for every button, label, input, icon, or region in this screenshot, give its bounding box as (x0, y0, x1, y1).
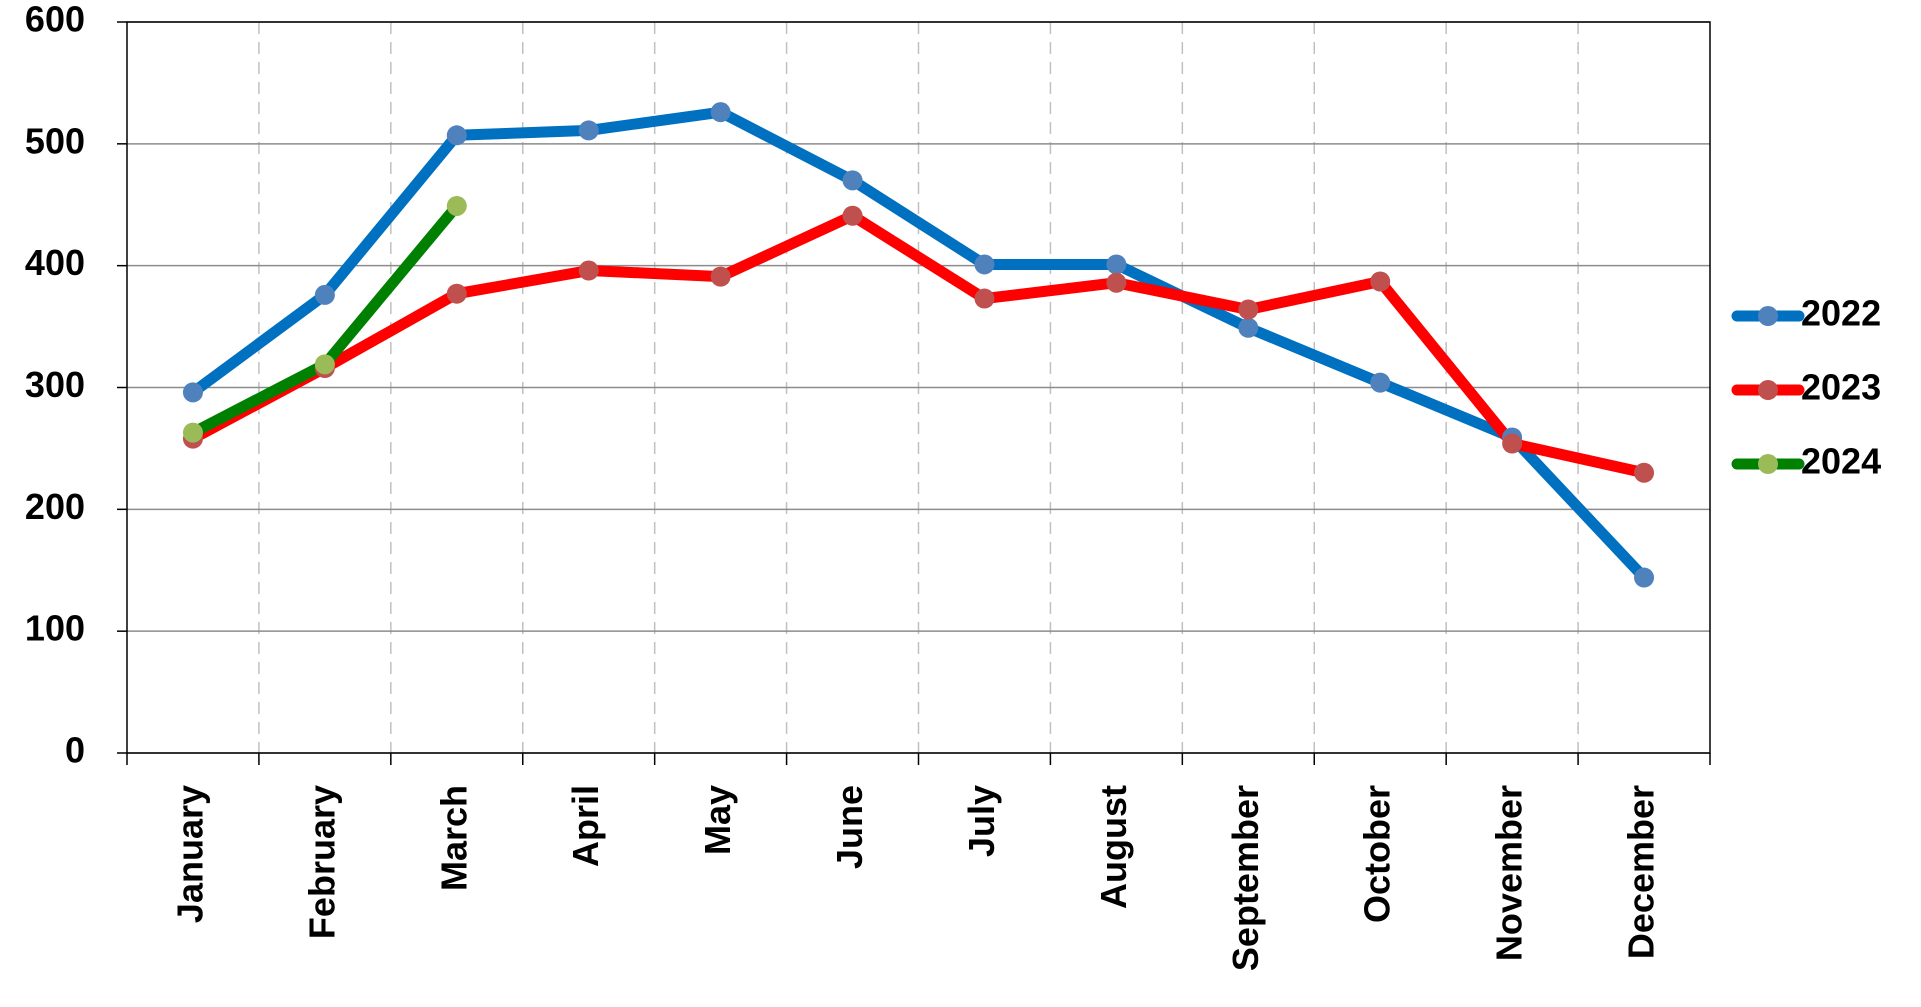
legend-marker (1758, 380, 1778, 400)
data-point (842, 205, 863, 226)
data-point (1238, 299, 1259, 320)
data-point (710, 102, 731, 123)
x-tick-label: November (1489, 785, 1530, 961)
legend-marker (1758, 454, 1778, 474)
data-point (314, 284, 335, 305)
data-point (1370, 372, 1391, 393)
x-tick-label: December (1621, 785, 1662, 959)
y-tick-label: 200 (25, 486, 85, 527)
legend-label: 2024 (1801, 441, 1881, 482)
y-tick-label: 100 (25, 608, 85, 649)
x-tick-label: January (169, 785, 210, 923)
y-tick-label: 400 (25, 242, 85, 283)
data-point (314, 354, 335, 375)
legend-label: 2022 (1801, 293, 1881, 334)
data-point (182, 382, 203, 403)
data-point (182, 422, 203, 443)
data-point (578, 260, 599, 281)
legend-label: 2023 (1801, 367, 1881, 408)
x-tick-label: April (565, 785, 606, 867)
x-tick-label: October (1357, 785, 1398, 923)
data-point (974, 254, 995, 275)
data-point (446, 195, 467, 216)
data-point (1106, 254, 1127, 275)
x-tick-label: July (961, 785, 1002, 857)
data-point (446, 125, 467, 146)
data-point (1238, 317, 1259, 338)
legend-entry: 2023 (1731, 367, 1881, 408)
y-tick-label: 300 (25, 364, 85, 405)
data-point (578, 120, 599, 141)
y-tick-label: 600 (25, 0, 85, 40)
x-tick-label: March (433, 785, 474, 891)
data-point (1502, 433, 1523, 454)
data-point (1370, 271, 1391, 292)
legend-entry: 2024 (1731, 441, 1881, 482)
x-tick-label: September (1225, 785, 1266, 971)
data-point (974, 288, 995, 309)
data-point (1634, 567, 1655, 588)
legend-marker (1758, 306, 1778, 326)
x-tick-label: June (829, 785, 870, 869)
data-point (710, 266, 731, 287)
data-point (842, 170, 863, 191)
legend-entry: 2022 (1731, 293, 1881, 334)
x-tick-label: August (1093, 785, 1134, 909)
x-tick-label: February (301, 785, 342, 939)
x-tick-label: May (697, 785, 738, 855)
y-tick-label: 500 (25, 120, 85, 161)
series-line (187, 210, 1650, 479)
series-line (187, 106, 1650, 584)
data-point (1634, 462, 1655, 483)
y-tick-label: 0 (65, 730, 85, 771)
data-point (446, 283, 467, 304)
data-point (1106, 272, 1127, 293)
